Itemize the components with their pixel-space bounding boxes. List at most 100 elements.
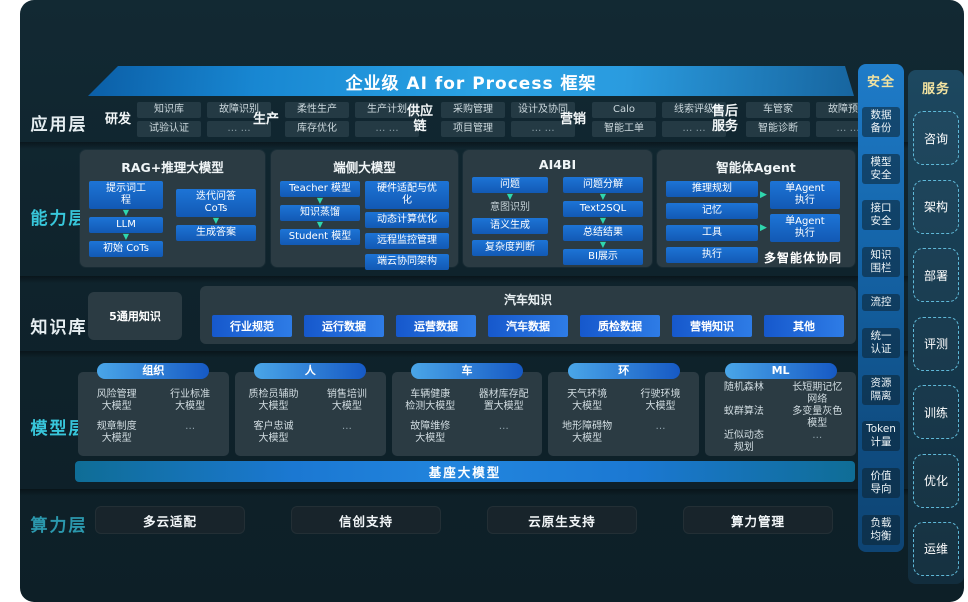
app-chip-ellipsis: … …	[662, 120, 727, 137]
flow-column: ▶ 单Agent 执行 ▶ 单Agent 执行 多智能体协同	[760, 181, 846, 266]
knowledge-chip: 运行数据	[304, 315, 384, 337]
flow-node: 端云协同架构	[365, 254, 449, 270]
model-item: 车辆健康 检测大模型	[405, 389, 456, 413]
model-group-pill: 环	[567, 363, 680, 379]
model-item: 行驶环境 大模型	[640, 389, 681, 413]
app-chip: 线索评级	[662, 101, 727, 118]
arrow-right-icon: ▶	[760, 190, 767, 200]
app-chip: 设计及协同	[511, 101, 575, 118]
flow-node: Teacher 模型	[280, 181, 360, 197]
app-chip-column: 故障识别 … …	[207, 101, 272, 137]
auto-knowledge-title: 汽车知识	[503, 293, 552, 307]
app-chip: 车管家	[746, 101, 810, 118]
capability-box-agent: 智能体Agent 推理规划 记忆 工具 执行 ▶ 单Agent 执行 ▶ 单A	[657, 150, 855, 267]
security-item: 统一 认证	[862, 327, 900, 358]
flow-row: ▶ 单Agent 执行	[760, 214, 846, 242]
security-item: 价值 导向	[862, 468, 900, 499]
multi-agent-caption: 多智能体协同	[763, 251, 842, 265]
model-item: 质检员辅助 大模型	[248, 389, 299, 413]
banner: 企业级 AI for Process 框架	[88, 66, 854, 96]
layer-label-model: 模型层	[30, 419, 88, 439]
flow-text: 意图识别	[490, 202, 530, 213]
arrow-down-icon: ▼	[316, 196, 324, 205]
model-item: 故障维修 大模型	[410, 420, 451, 444]
services-column: 服务 咨询 架构 部署 评测 训练 优化 运维	[908, 70, 964, 584]
foundation-model-bar: 基座大模型	[75, 461, 855, 482]
flow-node: 知识蒸馏	[280, 205, 360, 221]
security-item: Token 计量	[862, 421, 900, 452]
flow-node: 复杂度判断	[472, 240, 548, 256]
app-chip: 生产计划	[355, 101, 420, 118]
model-item: 长短期记忆 网络	[792, 382, 843, 405]
capability-box-body: 推理规划 记忆 工具 执行 ▶ 单Agent 执行 ▶ 单Agent 执行 多智…	[657, 181, 855, 266]
model-item: 行业标准 大模型	[170, 389, 211, 413]
model-item: 客户忠诚 大模型	[253, 420, 294, 444]
security-item: 流控	[862, 293, 900, 311]
model-item: 多变量灰色 模型	[792, 406, 843, 429]
security-item: 模型 安全	[862, 153, 900, 184]
capability-box-ai4bi: AI4BI 问题 ▼ 意图识别 语义生成 复杂度判断 问题分解 ▼ Text2S…	[463, 150, 652, 267]
capability-box-title: RAG+推理大模型	[121, 160, 224, 175]
app-chip-column: 生产计划 … …	[355, 101, 420, 137]
app-group-name: 生产	[253, 111, 280, 127]
flow-node: 工具	[666, 225, 758, 241]
general-knowledge-box: 5通用知识	[88, 292, 182, 340]
app-chip-column: 柔性生产 库存优化	[285, 101, 350, 137]
flow-node: Student 模型	[280, 229, 360, 245]
flow-node: 硬件适配与优 化	[365, 181, 449, 209]
framework-canvas: 企业级 AI for Process 框架 应用层 能力层 知识库 模型层 算力…	[20, 0, 964, 602]
model-item: 销售培训 大模型	[326, 389, 367, 413]
capability-box-body: 问题 ▼ 意图识别 语义生成 复杂度判断 问题分解 ▼ Text2SQL ▼ 总…	[463, 177, 652, 265]
flow-node: Text2SQL	[563, 201, 643, 217]
flow-node: LLM	[89, 217, 163, 233]
service-item: 架构	[913, 179, 959, 234]
flow-node: 总结结果	[563, 225, 643, 241]
service-item: 运维	[913, 521, 959, 576]
app-chip: 项目管理	[441, 120, 505, 137]
model-group-environment: 环 天气环境 大模型 行驶环境 大模型 地形障碍物 大模型 …	[548, 363, 700, 456]
arrow-down-icon: ▼	[122, 232, 130, 241]
capability-box-rag: RAG+推理大模型 提示词工 程 ▼ LLM ▼ 初始 CoTs 迭代问答 Co…	[80, 150, 265, 267]
compute-chip: 信创支持	[291, 506, 441, 534]
capability-box-body: Teacher 模型 ▼ 知识蒸馏 ▼ Student 模型 硬件适配与优 化 …	[271, 181, 458, 270]
arrow-down-icon: ▼	[599, 240, 607, 249]
flow-node: BI展示	[563, 249, 643, 265]
capability-box-title: 端侧大模型	[333, 160, 396, 175]
flow-node: 远程监控管理	[365, 233, 449, 249]
app-group-name: 售后服务	[711, 104, 738, 134]
app-chip-column: 采购管理 项目管理	[441, 101, 505, 137]
layer-divider	[20, 489, 964, 496]
layer-divider	[20, 351, 964, 358]
model-item: 器材库存配 置大模型	[478, 389, 529, 413]
app-chip: 故障识别	[207, 101, 272, 118]
arrow-down-icon: ▼	[506, 192, 514, 201]
model-group-pill: ML	[724, 363, 837, 379]
flow-node: 迭代问答 CoTs	[176, 189, 256, 217]
app-chip: Calo	[592, 101, 657, 118]
model-item: 风险管理 大模型	[96, 389, 137, 413]
app-group-name: 营销	[560, 111, 587, 127]
app-chip-column: 车管家 智能诊断	[746, 101, 810, 137]
flow-node: 单Agent 执行	[769, 181, 840, 209]
model-group-pill: 组织	[97, 363, 210, 379]
service-item: 咨询	[913, 111, 959, 166]
model-group-pill: 车	[410, 363, 523, 379]
flow-column: Teacher 模型 ▼ 知识蒸馏 ▼ Student 模型	[280, 181, 360, 270]
app-chip: 智能工单	[592, 120, 657, 137]
layer-label-compute: 算力层	[30, 516, 88, 536]
service-item: 部署	[913, 248, 959, 303]
model-group-pill: 人	[254, 363, 367, 379]
security-item: 负载 均衡	[862, 514, 900, 545]
model-item: 随机森林	[723, 382, 764, 393]
app-chip-column: 设计及协同 … …	[511, 101, 575, 137]
knowledge-chip: 运营数据	[396, 315, 476, 337]
flow-column: 推理规划 记忆 工具 执行	[666, 181, 758, 266]
app-chip: 试验认证	[137, 120, 202, 137]
capability-box-title: 智能体Agent	[716, 160, 796, 175]
flow-node: 问题分解	[563, 177, 643, 193]
service-item: 优化	[913, 453, 959, 508]
knowledge-chip: 其他	[764, 315, 844, 337]
app-group-name: 研发	[105, 111, 132, 127]
app-chip-column: 知识库 试验认证	[137, 101, 202, 137]
compute-chip: 多云适配	[95, 506, 245, 534]
